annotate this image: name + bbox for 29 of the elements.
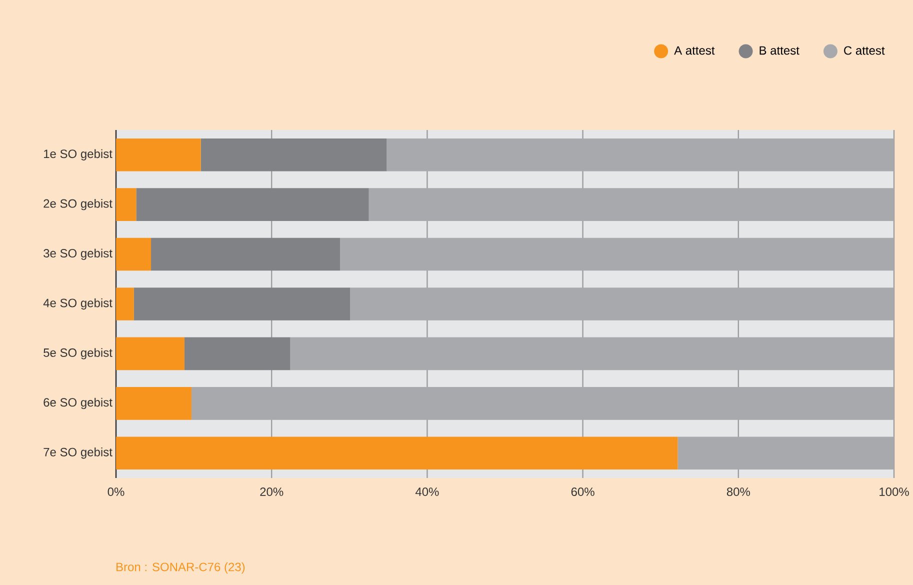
legend-label: B attest <box>760 46 800 55</box>
bar <box>136 188 369 221</box>
y-tick-label: 3e SO gebist <box>44 248 112 260</box>
x-tick-label: 60% <box>571 488 594 496</box>
bar <box>116 138 201 172</box>
bar <box>151 238 340 271</box>
bar <box>184 337 290 370</box>
bar <box>116 188 136 221</box>
bar <box>116 387 192 420</box>
y-tick-label: 7e SO gebist <box>44 448 112 459</box>
bar <box>116 436 678 470</box>
bar <box>116 238 152 271</box>
x-tick-label: 80% <box>726 488 750 496</box>
x-tick-label: 20% <box>260 488 284 496</box>
x-tick-label: 100% <box>880 488 909 496</box>
x-tick-label: 0% <box>108 488 124 496</box>
bar <box>116 337 184 370</box>
y-tick-label: 6e SO gebist <box>44 398 112 410</box>
y-tick-label: 4e SO gebist <box>43 298 112 310</box>
bar <box>200 138 387 172</box>
bar <box>116 288 134 320</box>
legend-label: C attest <box>844 46 885 55</box>
text: Bron : SONAR-C76 (23) <box>116 562 245 574</box>
legend-label: A attest <box>674 46 715 55</box>
y-tick-label: 1e SO gebist <box>44 149 112 160</box>
bar <box>134 288 350 320</box>
x-tick-label: 40% <box>415 488 439 496</box>
y-tick-label: 5e SO gebist <box>44 348 112 360</box>
y-tick-label: 2e SO gebist <box>44 198 112 210</box>
